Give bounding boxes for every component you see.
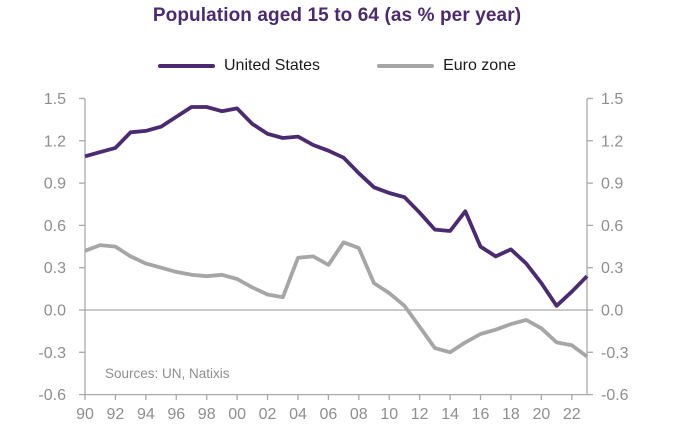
x-axis-tick-label: 04 (289, 406, 307, 423)
sources-note: Sources: UN, Natixis (105, 366, 230, 381)
x-axis-tick-label: 06 (319, 406, 337, 423)
legend: United States Euro zone (0, 54, 674, 78)
left-y-axis-tick-label: 0.0 (44, 303, 66, 320)
x-axis-tick-label: 22 (563, 406, 581, 423)
left-y-axis-tick-label: 1.2 (44, 133, 66, 150)
x-axis-tick-label: 14 (441, 406, 459, 423)
x-axis-tick-label: 96 (167, 406, 185, 423)
x-axis-tick-label: 00 (228, 406, 246, 423)
left-y-axis-tick-label: 0.9 (44, 176, 66, 193)
x-axis-tick-label: 92 (107, 406, 125, 423)
x-axis-tick-label: 18 (502, 406, 520, 423)
right-y-axis-tick-label: 0.0 (601, 303, 623, 320)
right-y-axis-tick-label: -0.3 (601, 345, 629, 362)
x-axis-tick-label: 08 (350, 406, 368, 423)
euro-zone-line-swatch (377, 64, 435, 68)
united-states-line-swatch (158, 64, 215, 68)
legend-item-euro-zone: Euro zone (377, 57, 516, 75)
right-y-axis-tick-label: 0.3 (601, 260, 623, 277)
legend-item-united-states: United States (158, 57, 320, 75)
x-axis-tick-label: 10 (380, 406, 398, 423)
right-y-axis-tick-label: 1.2 (601, 133, 623, 150)
x-axis-tick-label: 98 (198, 406, 216, 423)
right-y-axis-tick-label: 1.5 (601, 91, 623, 108)
x-axis-tick-label: 94 (137, 406, 155, 423)
left-y-axis-tick-label: 0.3 (44, 260, 66, 277)
left-y-axis-tick-label: -0.3 (38, 345, 66, 362)
x-axis-tick-label: 20 (532, 406, 550, 423)
x-axis-tick-label: 12 (411, 406, 429, 423)
euro-zone-series-line (84, 240, 589, 359)
united-states-series-line (84, 105, 589, 308)
right-y-axis-tick-label: 0.6 (601, 218, 623, 235)
x-axis-tick-label: 16 (472, 406, 490, 423)
left-y-axis-tick-label: 1.5 (44, 91, 66, 108)
chart-title: Population aged 15 to 64 (as % per year) (152, 5, 522, 26)
left-y-axis-tick-label: -0.6 (38, 387, 66, 404)
x-axis-tick-label: 90 (76, 406, 94, 423)
legend-label-united-states: United States (224, 57, 321, 74)
right-y-axis-tick-label: -0.6 (601, 387, 629, 404)
right-y-axis-tick-label: 0.9 (601, 176, 623, 193)
x-axis-tick-label: 02 (259, 406, 277, 423)
legend-label-euro-zone: Euro zone (443, 57, 516, 74)
left-y-axis-tick-label: 0.6 (44, 218, 66, 235)
